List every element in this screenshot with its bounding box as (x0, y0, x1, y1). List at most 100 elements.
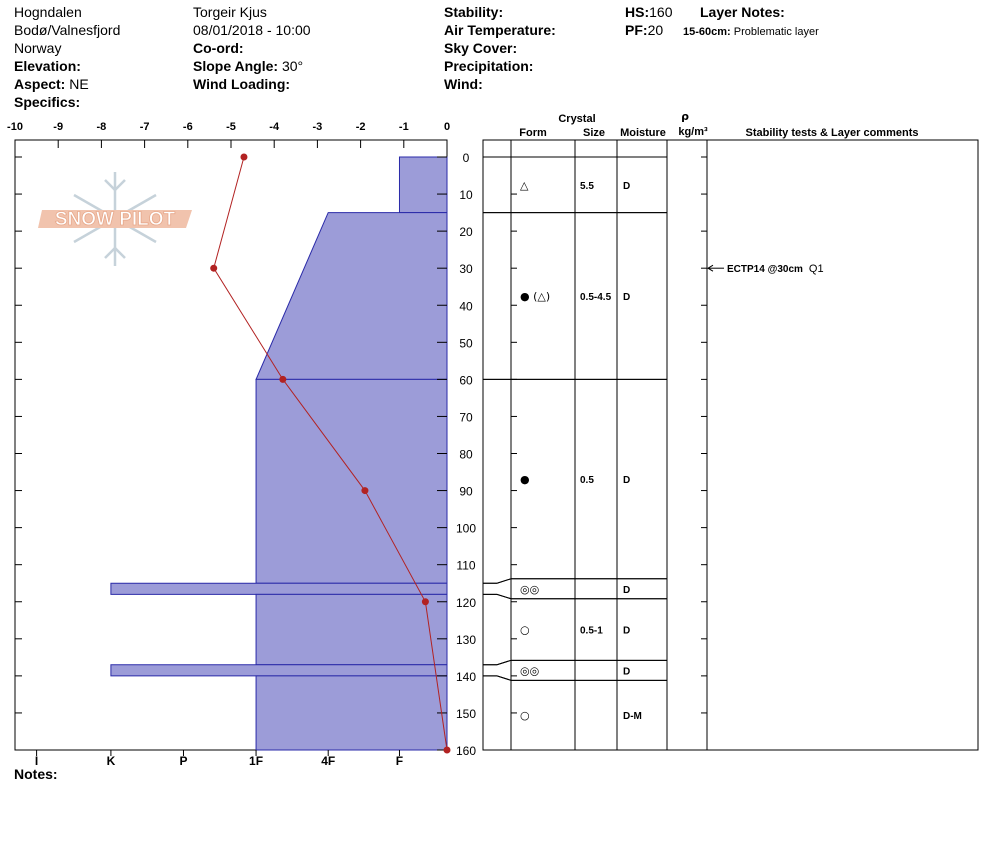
y-tick-label: 160 (456, 744, 476, 758)
column-header: Moisture (620, 127, 666, 139)
y-tick-label: 10 (459, 188, 473, 202)
crystal-form: ○ (520, 624, 530, 637)
test-text: ECTP14 @30cm (727, 264, 803, 275)
temperature-point (210, 264, 218, 272)
hardness-tick-label: P (179, 754, 187, 768)
temperature-line (213, 156, 448, 751)
field-label: Layer Notes: (700, 4, 785, 20)
logo-flake (104, 179, 126, 192)
layer-boundary (483, 675, 667, 681)
temperature-point (240, 153, 248, 161)
temperature-point (443, 746, 451, 754)
hardness-layer (255, 675, 448, 751)
table-header: Crystal Form Size Moisture ρ kg/m³ Stabi… (519, 110, 918, 139)
temperature-point (361, 487, 369, 495)
logo-flake (104, 246, 126, 259)
x-tick-label: -6 (183, 121, 193, 133)
field-value: 30° (282, 58, 303, 74)
moisture: D (623, 292, 630, 303)
column-header: ρ (681, 110, 689, 123)
y-tick-label: 100 (456, 522, 476, 536)
x-tick-label: -5 (226, 121, 236, 133)
hardness-layer (110, 664, 448, 677)
header: Hogndalen Bodø/Valnesfjord Norway Elevat… (14, 4, 819, 782)
y-tick-label: 30 (459, 262, 473, 276)
field-label: PF: (625, 22, 648, 38)
column-header: Stability tests & Layer comments (745, 127, 918, 139)
column-header: Size (583, 127, 605, 139)
hardness-layer (110, 582, 448, 595)
x-tick-label: -10 (7, 121, 23, 133)
moisture: D (623, 626, 630, 637)
area: Bodø/Valnesfjord (14, 22, 120, 38)
datetime: 08/01/2018 - 10:00 (193, 22, 311, 38)
field-label: Stability: (444, 4, 503, 20)
layer-boundary (483, 659, 667, 666)
column-header: kg/m³ (678, 126, 708, 138)
temperature-point (421, 598, 429, 606)
field: HS:160 (625, 4, 673, 20)
plot-frame (14, 139, 979, 751)
field-label: HS: (625, 4, 649, 20)
crystal-size: 0.5-4.5 (580, 292, 612, 303)
y-tick-label: 20 (459, 225, 473, 239)
observer: Torgeir Kjus (193, 4, 267, 20)
hardness-tick-label: 1F (249, 754, 263, 768)
crystal-form: ○ (520, 709, 530, 722)
crystal-form: ◎◎ (520, 583, 539, 596)
hardness-tick-label: I (35, 754, 38, 768)
y-tick-label: 40 (459, 299, 473, 313)
field: Slope Angle: 30° (193, 58, 303, 74)
table-border (482, 139, 979, 751)
notes-label: Notes: (14, 766, 58, 782)
y-tick-label: 120 (456, 596, 476, 610)
field-label: Aspect: (14, 76, 65, 92)
field-value: NE (69, 76, 88, 92)
x-tick-label: -4 (269, 121, 280, 133)
field-label: Slope Angle: (193, 58, 278, 74)
layer-note-range: 15-60cm: (683, 26, 731, 38)
field-label: Precipitation: (444, 58, 533, 74)
logo: SNOW PILOT (38, 172, 192, 266)
crystal-form: ● (△) (520, 290, 550, 303)
moisture: D (623, 585, 630, 596)
hardness-layer (255, 378, 448, 584)
y-tick-label: 60 (459, 373, 473, 387)
moisture: D (623, 666, 630, 677)
temperature-point (279, 375, 287, 383)
layer-note: 15-60cm: Problematic layer (683, 26, 819, 38)
y-tick-label: 50 (459, 336, 473, 350)
column-header: Crystal (558, 113, 595, 125)
crystal-size: 0.5 (580, 475, 594, 486)
logo-text: SNOW PILOT (55, 209, 176, 230)
field-label: Sky Cover: (444, 40, 517, 56)
test-quality: Q1 (809, 263, 824, 275)
field: PF:20 (625, 22, 663, 38)
field-label: Wind: (444, 76, 483, 92)
y-tick-label: 130 (456, 633, 476, 647)
field-value: 20 (648, 22, 664, 38)
x-tick-label: -7 (140, 121, 150, 133)
field-label: Co-ord: (193, 40, 244, 56)
moisture: D-M (623, 711, 642, 722)
layer-boundary (483, 593, 667, 600)
crystal-size: 5.5 (580, 181, 594, 192)
hardness-tick-label: K (107, 754, 116, 768)
x-tick-label: -8 (97, 121, 107, 133)
site: Hogndalen (14, 4, 82, 20)
field-value: 160 (649, 4, 673, 20)
hardness-layer (255, 593, 448, 666)
y-tick-label: 140 (456, 670, 476, 684)
test-arrow-head (707, 264, 714, 272)
hardness-tick-label: 4F (321, 754, 335, 768)
y-tick-label: 70 (459, 410, 473, 424)
y-tick-label: 110 (456, 559, 475, 573)
x-tick-label: -9 (53, 121, 63, 133)
crystal-size: 0.5-1 (580, 626, 603, 637)
column-header: Form (519, 127, 547, 139)
country: Norway (14, 40, 61, 56)
layer-boundary (483, 578, 667, 584)
crystal-form: ● (520, 473, 530, 486)
